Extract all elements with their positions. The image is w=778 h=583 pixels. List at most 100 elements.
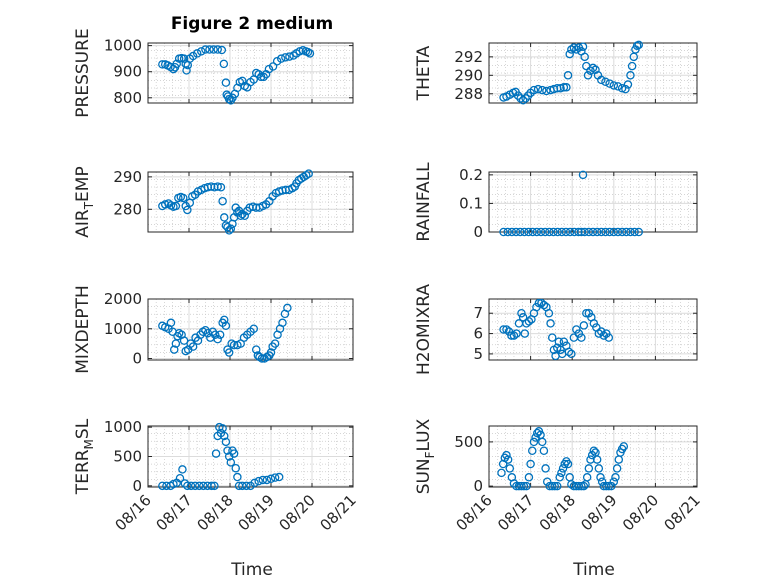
y-tick-label: 6 (473, 325, 483, 343)
x-tick-label: 08/19 (235, 491, 278, 534)
data-point (626, 227, 635, 237)
data-point (524, 227, 533, 237)
x-tick-label: 08/20 (276, 491, 319, 534)
data-point (499, 325, 508, 334)
data-point (594, 464, 604, 473)
subplot-1: 800 900 1000 PRESSURE (73, 28, 354, 118)
data-point (567, 480, 576, 489)
data-point (567, 45, 576, 54)
y-tick-label: 0.2 (459, 166, 483, 184)
data-point (266, 474, 276, 484)
x-tick-label: 08/21 (317, 491, 360, 534)
y-axis-label-main: PRESSURE (73, 28, 93, 117)
data-point (577, 481, 586, 491)
data-point (601, 77, 610, 87)
data-point (532, 227, 542, 237)
data-point (626, 71, 635, 80)
data-point (558, 464, 568, 473)
data-point (505, 464, 515, 473)
data-point (545, 227, 554, 237)
data-point (578, 42, 588, 51)
data-point (236, 211, 245, 221)
data-point (172, 59, 181, 69)
data-point (563, 459, 573, 469)
series-markers (158, 169, 313, 235)
data-point (507, 331, 516, 340)
data-point (537, 298, 546, 308)
data-point (555, 473, 564, 482)
y-axis-label: MIXDEPTH (73, 285, 93, 374)
data-point (546, 319, 555, 328)
data-point (218, 424, 227, 433)
data-point (182, 66, 191, 75)
data-point (242, 481, 251, 491)
data-point (537, 437, 547, 447)
y-axis-label-suffix: LUX (414, 418, 434, 451)
y-tick-label: 0 (132, 477, 142, 495)
data-point (557, 468, 566, 478)
y-axis-label-main: MIXDEPTH (73, 285, 93, 374)
y-tick-label: 288 (454, 85, 483, 103)
data-point (221, 321, 231, 331)
data-point (194, 481, 204, 491)
data-point (524, 317, 534, 326)
subplot-4: 0 0.1 0.2 RAINFALL (414, 162, 698, 242)
x-axis-label-left: Time (230, 560, 273, 580)
data-point (210, 330, 220, 339)
y-tick-label: 292 (454, 48, 483, 66)
data-point (183, 205, 192, 215)
data-point (597, 477, 607, 486)
data-point (513, 91, 523, 100)
y-axis-label: PRESSURE (73, 28, 93, 117)
data-point (213, 334, 222, 344)
data-point (529, 437, 539, 447)
axes-box (488, 42, 698, 104)
data-point (517, 481, 526, 491)
data-point (278, 318, 287, 328)
axes-box (488, 298, 698, 361)
data-point (229, 449, 239, 458)
y-tick-label: 500 (454, 433, 483, 451)
data-point (250, 478, 259, 488)
data-point (192, 49, 202, 58)
data-point (213, 45, 222, 54)
data-point (537, 85, 547, 95)
data-point (304, 169, 313, 178)
y-axis-label-main: H2OMIXRA (414, 284, 434, 375)
data-point (303, 47, 313, 57)
data-point (220, 213, 229, 222)
x-tick-label: 08/19 (577, 491, 620, 534)
data-point (211, 449, 221, 458)
data-point (605, 227, 614, 237)
data-point (578, 170, 588, 180)
data-point (516, 94, 525, 103)
y-tick-label: 290 (113, 168, 142, 186)
x-tick-label: 08/18 (194, 491, 237, 534)
data-point (175, 473, 185, 483)
data-point (622, 227, 631, 237)
data-point (552, 481, 562, 491)
y-tick-label: 500 (113, 448, 142, 466)
data-point (224, 348, 234, 357)
data-point (519, 481, 529, 491)
y-tick-label: 2000 (104, 290, 142, 308)
data-point (507, 227, 517, 237)
y-tick-label: 0 (473, 223, 483, 241)
axes-box (147, 42, 354, 104)
data-point (518, 95, 528, 105)
axes-box (147, 298, 354, 361)
grid (488, 172, 698, 233)
data-point (509, 331, 519, 340)
data-point (217, 45, 227, 55)
y-axis-label-main: TERR (73, 449, 93, 495)
series-markers (158, 45, 315, 105)
data-point (584, 227, 594, 237)
data-point (539, 300, 549, 310)
data-point (201, 45, 210, 54)
data-point (522, 481, 531, 491)
data-point (559, 83, 569, 92)
data-point (617, 227, 627, 237)
data-point (592, 455, 602, 464)
